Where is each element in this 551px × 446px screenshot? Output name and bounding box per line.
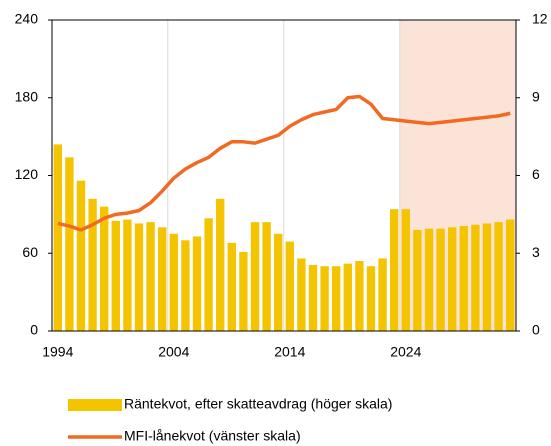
bar <box>343 263 352 331</box>
bar <box>459 226 468 331</box>
bar <box>262 222 271 331</box>
x-tick-label: 1994 <box>42 344 73 360</box>
bar <box>65 157 74 331</box>
bar <box>482 223 492 331</box>
y-tick-label: 60 <box>22 244 38 260</box>
bar <box>239 251 248 331</box>
bar <box>448 227 457 331</box>
x-tick-label: 2024 <box>390 344 421 360</box>
y-tick-label: 240 <box>15 11 39 27</box>
bar <box>424 228 434 331</box>
legend-swatch <box>68 399 122 411</box>
bar <box>378 258 387 331</box>
y2-tick-label: 12 <box>532 11 548 27</box>
y2-tick-label: 6 <box>532 166 540 182</box>
y-tick-label: 180 <box>15 88 39 104</box>
bar <box>274 233 283 331</box>
plot-frame <box>51 19 517 332</box>
line <box>57 94 511 232</box>
bar <box>355 261 364 331</box>
bar <box>506 219 515 331</box>
y-tick-label: 120 <box>15 166 39 182</box>
bar <box>320 266 329 331</box>
bar <box>401 209 410 331</box>
bar <box>413 229 422 331</box>
bar <box>204 218 213 331</box>
y2-tick-label: 9 <box>532 88 540 104</box>
y2-tick-label: 3 <box>532 244 540 260</box>
bar <box>390 209 399 331</box>
bar <box>100 206 109 331</box>
bar <box>192 236 202 331</box>
y-tick-label: 0 <box>30 322 38 338</box>
x-tick-label: 2014 <box>274 344 305 360</box>
bar <box>332 266 341 331</box>
bar <box>111 220 120 331</box>
bar <box>366 266 376 331</box>
y2-tick-label: 0 <box>532 322 540 338</box>
bar <box>471 224 480 331</box>
bar <box>88 198 97 331</box>
bar <box>494 222 503 331</box>
bar <box>308 264 318 331</box>
bar <box>76 180 86 331</box>
bar <box>436 228 445 331</box>
bar <box>227 242 236 331</box>
bar <box>169 233 178 331</box>
bar <box>181 240 190 331</box>
bar <box>53 144 62 331</box>
legend-label: Räntekvot, efter skatteavdrag (höger ska… <box>124 396 392 412</box>
legend-label: MFI-lånekvot (vänster skala) <box>124 428 301 444</box>
bar <box>123 219 132 331</box>
bar <box>216 198 225 331</box>
bar <box>297 258 306 331</box>
x-tick-label: 2004 <box>158 344 189 360</box>
bar <box>285 241 294 331</box>
bar <box>134 223 144 331</box>
bar <box>158 227 167 331</box>
bar <box>146 222 155 331</box>
bar <box>250 222 260 331</box>
